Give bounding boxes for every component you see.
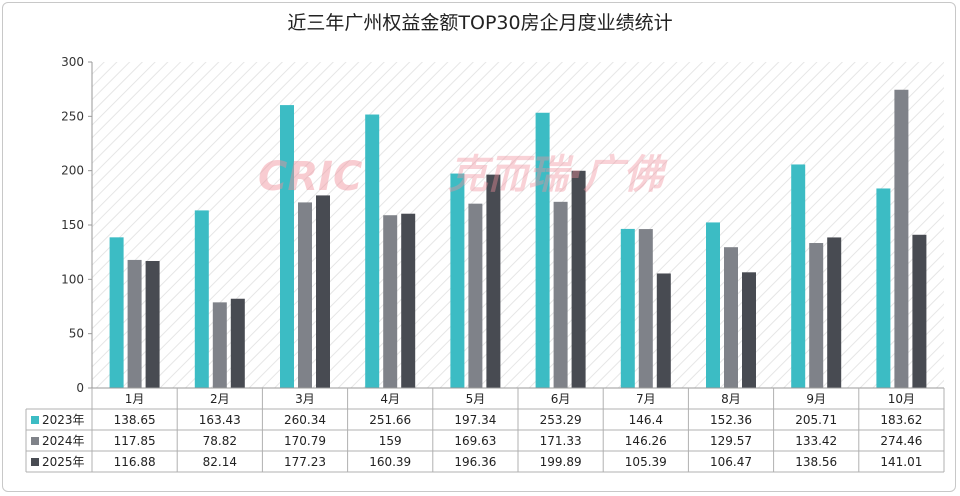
bar: [620, 228, 635, 388]
data-label: 105.39: [625, 455, 667, 469]
cric-watermark: CRIC 克而瑞·广佛: [258, 152, 668, 200]
watermark-logo: CRIC: [258, 154, 362, 200]
y-tick-label: 300: [61, 55, 84, 69]
bar: [706, 222, 720, 388]
bar: [401, 213, 416, 388]
y-tick-label: 0: [76, 381, 84, 395]
bar: [876, 188, 891, 388]
legend-swatch: [31, 416, 39, 424]
bar: [127, 259, 142, 388]
watermark-text: 克而瑞·广佛: [448, 152, 668, 198]
data-label: 116.88: [114, 455, 156, 469]
data-label: 274.46: [880, 434, 922, 448]
x-tick-label: 10月: [888, 392, 915, 406]
bar: [791, 164, 806, 388]
data-label: 152.36: [710, 413, 752, 427]
y-tick-label: 150: [61, 218, 84, 232]
data-label: 138.65: [114, 413, 156, 427]
x-tick-label: 8月: [721, 392, 741, 406]
bar: [912, 234, 927, 388]
data-label: 183.62: [880, 413, 922, 427]
y-tick-label: 250: [61, 109, 84, 123]
data-label: 146.4: [629, 413, 663, 427]
chart-title: 近三年广州权益金额TOP30房企月度业绩统计: [287, 12, 673, 34]
bar: [827, 237, 842, 388]
data-label: 251.66: [369, 413, 411, 427]
x-tick-label: 2月: [210, 392, 230, 406]
bar: [468, 203, 483, 388]
legend-label: 2024年: [42, 434, 85, 448]
bar: [230, 298, 245, 388]
x-tick-label: 1月: [125, 392, 145, 406]
x-tick-label: 5月: [466, 392, 486, 406]
data-label: 82.14: [203, 455, 237, 469]
bar: [894, 89, 909, 388]
x-tick-label: 6月: [551, 392, 571, 406]
data-label: 106.47: [710, 455, 752, 469]
data-label: 177.23: [284, 455, 326, 469]
data-label: 169.63: [454, 434, 496, 448]
x-tick-label: 3月: [295, 392, 315, 406]
data-label: 199.89: [540, 455, 582, 469]
data-label: 117.85: [114, 434, 156, 448]
bar: [109, 237, 124, 388]
x-tick-label: 9月: [806, 392, 826, 406]
data-label: 253.29: [540, 413, 582, 427]
legend-label: 2023年: [42, 413, 85, 427]
bar: [145, 260, 160, 388]
data-label: 159: [379, 434, 402, 448]
data-label: 197.34: [454, 413, 496, 427]
bar: [656, 273, 671, 388]
x-tick-label: 7月: [636, 392, 656, 406]
data-label: 160.39: [369, 455, 411, 469]
bar: [194, 210, 209, 388]
bar: [316, 195, 330, 388]
data-label: 146.26: [625, 434, 667, 448]
bar: [724, 247, 738, 388]
legend-label: 2025年: [42, 455, 85, 469]
y-tick-label: 50: [69, 327, 84, 341]
legend-swatch: [31, 458, 39, 466]
bar: [809, 243, 824, 388]
bar: [535, 112, 550, 388]
x-tick-label: 4月: [380, 392, 400, 406]
bar: [280, 105, 294, 388]
bar: [365, 114, 380, 388]
data-label: 196.36: [454, 455, 496, 469]
data-label: 260.34: [284, 413, 326, 427]
bar: [571, 170, 586, 388]
data-label: 133.42: [795, 434, 837, 448]
bar: [298, 202, 312, 388]
bar: [212, 302, 227, 388]
data-label: 138.56: [795, 455, 837, 469]
data-label: 170.79: [284, 434, 326, 448]
legend-swatch: [31, 437, 39, 445]
bar: [383, 215, 398, 388]
bar: [742, 272, 756, 388]
bar: [553, 201, 568, 388]
data-label: 163.43: [199, 413, 241, 427]
data-label: 171.33: [540, 434, 582, 448]
data-label: 129.57: [710, 434, 752, 448]
bar: [486, 174, 501, 388]
data-label: 141.01: [880, 455, 922, 469]
bar: [638, 229, 653, 388]
y-tick-label: 200: [61, 164, 84, 178]
data-label: 78.82: [203, 434, 237, 448]
y-tick-label: 100: [61, 272, 84, 286]
data-label: 205.71: [795, 413, 837, 427]
bar: [450, 173, 465, 388]
